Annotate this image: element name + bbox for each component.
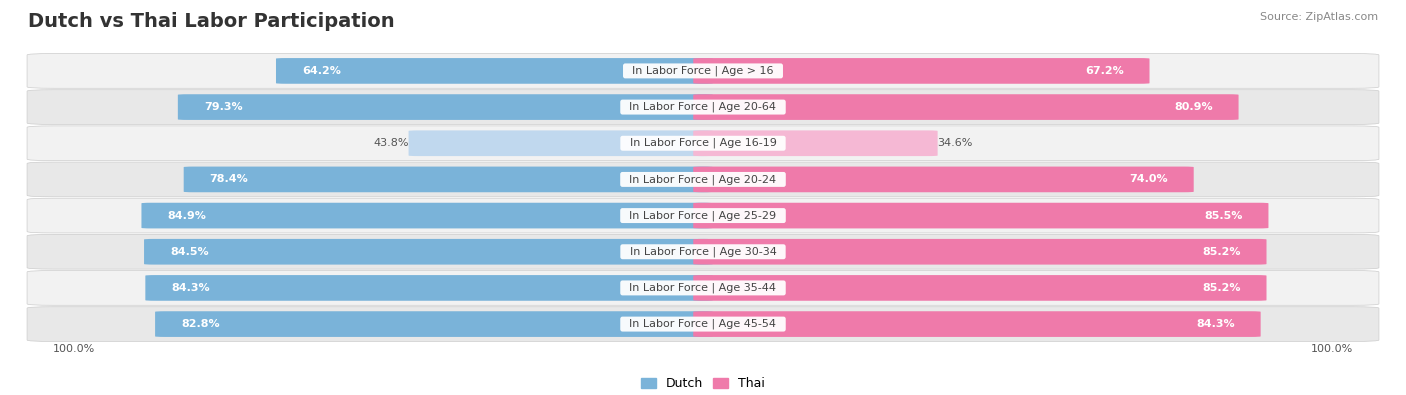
Text: 84.9%: 84.9% bbox=[167, 211, 207, 220]
Text: In Labor Force | Age 25-29: In Labor Force | Age 25-29 bbox=[623, 210, 783, 221]
Text: In Labor Force | Age 16-19: In Labor Force | Age 16-19 bbox=[623, 138, 783, 149]
Text: 85.2%: 85.2% bbox=[1202, 247, 1240, 257]
FancyBboxPatch shape bbox=[27, 198, 1379, 233]
Legend: Dutch, Thai: Dutch, Thai bbox=[636, 372, 770, 395]
FancyBboxPatch shape bbox=[27, 162, 1379, 197]
Text: 78.4%: 78.4% bbox=[209, 175, 249, 184]
Text: 79.3%: 79.3% bbox=[204, 102, 242, 112]
Text: In Labor Force | Age 20-24: In Labor Force | Age 20-24 bbox=[623, 174, 783, 185]
FancyBboxPatch shape bbox=[142, 203, 713, 228]
FancyBboxPatch shape bbox=[155, 311, 713, 337]
Text: 84.3%: 84.3% bbox=[172, 283, 209, 293]
Text: 43.8%: 43.8% bbox=[373, 138, 409, 148]
Text: 84.5%: 84.5% bbox=[170, 247, 208, 257]
Text: 67.2%: 67.2% bbox=[1085, 66, 1123, 76]
Text: 74.0%: 74.0% bbox=[1129, 175, 1168, 184]
FancyBboxPatch shape bbox=[27, 307, 1379, 341]
Text: 100.0%: 100.0% bbox=[53, 344, 96, 354]
Text: In Labor Force | Age 45-54: In Labor Force | Age 45-54 bbox=[623, 319, 783, 329]
FancyBboxPatch shape bbox=[693, 94, 1239, 120]
FancyBboxPatch shape bbox=[693, 311, 1261, 337]
Text: 85.2%: 85.2% bbox=[1202, 283, 1240, 293]
FancyBboxPatch shape bbox=[27, 126, 1379, 161]
FancyBboxPatch shape bbox=[409, 130, 713, 156]
FancyBboxPatch shape bbox=[177, 94, 713, 120]
Text: 84.3%: 84.3% bbox=[1197, 319, 1234, 329]
FancyBboxPatch shape bbox=[693, 167, 1194, 192]
FancyBboxPatch shape bbox=[693, 58, 1150, 84]
Text: In Labor Force | Age 35-44: In Labor Force | Age 35-44 bbox=[623, 283, 783, 293]
FancyBboxPatch shape bbox=[143, 239, 713, 265]
FancyBboxPatch shape bbox=[27, 234, 1379, 269]
Text: 64.2%: 64.2% bbox=[302, 66, 340, 76]
Text: Dutch vs Thai Labor Participation: Dutch vs Thai Labor Participation bbox=[28, 12, 395, 31]
Text: 85.5%: 85.5% bbox=[1204, 211, 1243, 220]
Text: 80.9%: 80.9% bbox=[1174, 102, 1212, 112]
Text: 34.6%: 34.6% bbox=[938, 138, 973, 148]
FancyBboxPatch shape bbox=[27, 90, 1379, 124]
FancyBboxPatch shape bbox=[145, 275, 713, 301]
FancyBboxPatch shape bbox=[184, 167, 713, 192]
FancyBboxPatch shape bbox=[27, 54, 1379, 88]
Text: In Labor Force | Age 30-34: In Labor Force | Age 30-34 bbox=[623, 246, 783, 257]
Text: Source: ZipAtlas.com: Source: ZipAtlas.com bbox=[1260, 12, 1378, 22]
Text: In Labor Force | Age > 16: In Labor Force | Age > 16 bbox=[626, 66, 780, 76]
FancyBboxPatch shape bbox=[693, 130, 938, 156]
FancyBboxPatch shape bbox=[693, 203, 1268, 228]
FancyBboxPatch shape bbox=[693, 239, 1267, 265]
FancyBboxPatch shape bbox=[693, 275, 1267, 301]
Text: 100.0%: 100.0% bbox=[1310, 344, 1353, 354]
FancyBboxPatch shape bbox=[27, 271, 1379, 305]
FancyBboxPatch shape bbox=[276, 58, 713, 84]
Text: 82.8%: 82.8% bbox=[181, 319, 219, 329]
Text: In Labor Force | Age 20-64: In Labor Force | Age 20-64 bbox=[623, 102, 783, 112]
